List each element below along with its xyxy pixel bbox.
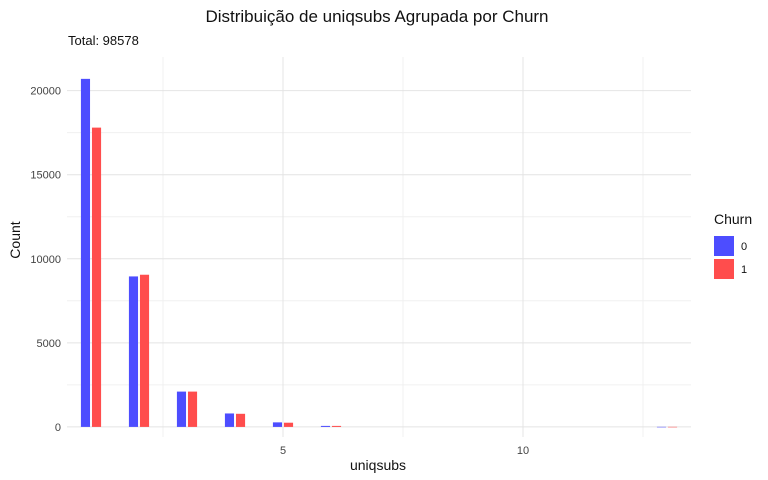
- bar-churn-0-x5: [272, 422, 283, 427]
- bar-churn-0-x4: [224, 413, 235, 427]
- x-axis-label: uniqsubs: [350, 457, 406, 473]
- bar-churn-0-x1: [80, 78, 91, 427]
- chart-subtitle: Total: 98578: [68, 33, 139, 48]
- x-axis-ticks: 5 10: [280, 445, 529, 457]
- legend-swatch-0: [714, 236, 734, 256]
- legend-label-1: 1: [741, 264, 747, 276]
- x-tick-label: 10: [517, 445, 529, 457]
- grid: [67, 57, 691, 437]
- y-tick-label: 10000: [30, 254, 61, 266]
- bar-churn-1-x5: [283, 422, 294, 427]
- bar-churn-0-x6: [320, 425, 331, 427]
- y-axis-label: Count: [7, 221, 23, 258]
- y-tick-label: 20000: [30, 86, 61, 98]
- bar-churn-1-x4: [235, 413, 246, 427]
- bar-churn-0-x2: [128, 276, 139, 427]
- bar-churn-1-x1: [91, 127, 102, 427]
- bars: [80, 78, 678, 428]
- bar-churn-1-x13: [667, 426, 678, 428]
- bar-churn-1-x2: [139, 274, 150, 427]
- y-tick-label: 0: [55, 422, 61, 434]
- bar-churn-1-x3: [187, 391, 198, 427]
- bar-churn-1-x6: [331, 425, 342, 427]
- chart-title: Distribuição de uniqsubs Agrupada por Ch…: [205, 7, 548, 26]
- x-tick-label: 5: [280, 445, 286, 457]
- legend: Churn 0 1: [714, 211, 752, 279]
- legend-label-0: 0: [741, 241, 747, 253]
- y-tick-label: 15000: [30, 170, 61, 182]
- y-axis-ticks: 0 5000 10000 15000 20000: [30, 86, 61, 434]
- y-tick-label: 5000: [37, 338, 61, 350]
- legend-title: Churn: [714, 211, 752, 227]
- legend-swatch-1: [714, 259, 734, 279]
- bar-churn-0-x13: [656, 426, 667, 428]
- bar-churn-0-x3: [176, 391, 187, 427]
